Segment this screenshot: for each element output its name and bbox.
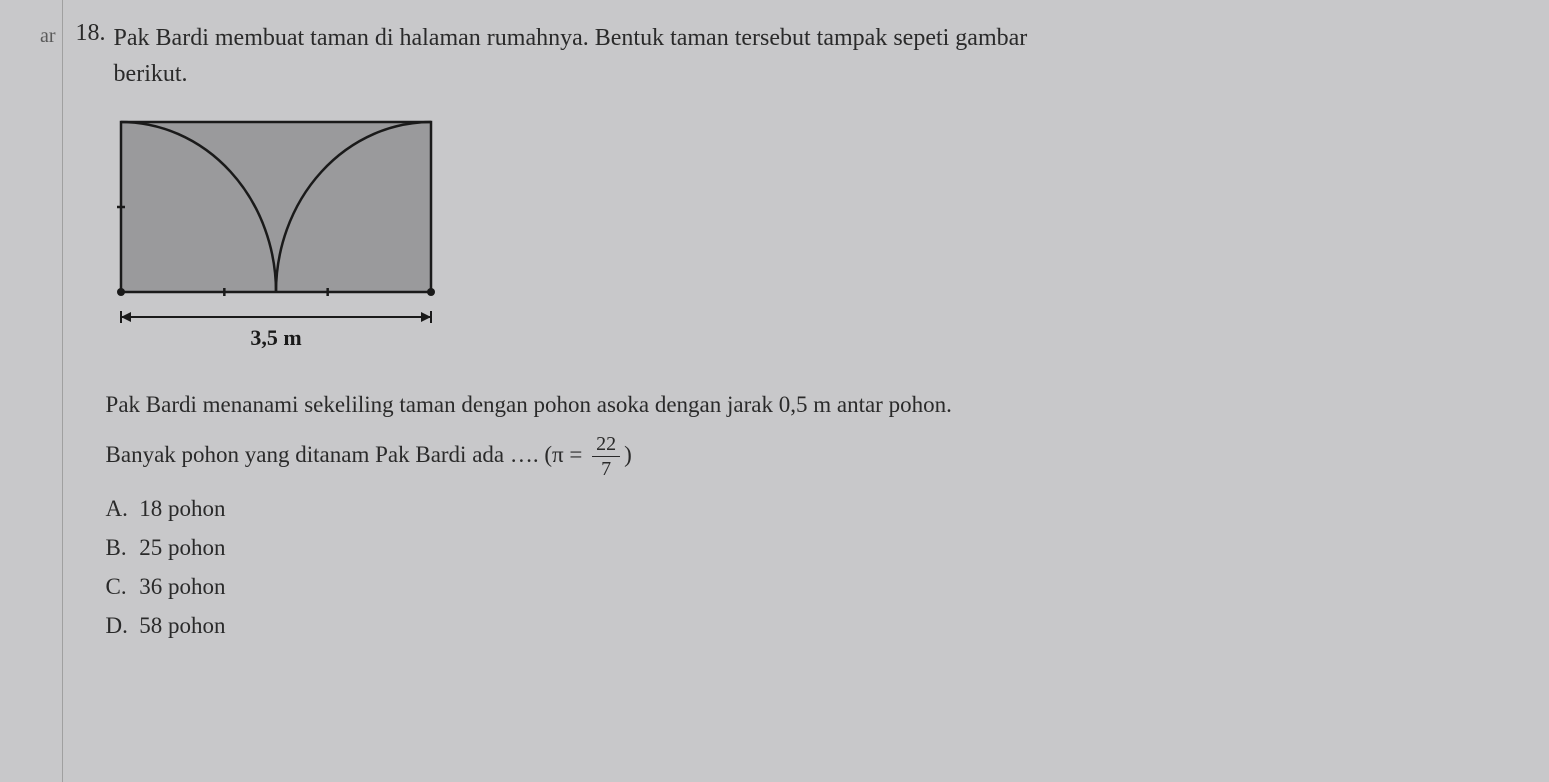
subtext2-prefix: Banyak pohon yang ditanam Pak Bardi ada … (106, 442, 589, 467)
question-subtext2: Banyak pohon yang ditanam Pak Bardi ada … (106, 434, 1509, 479)
option-letter: A. (106, 489, 134, 528)
garden-figure: 3,5 m (106, 107, 446, 367)
question-line1: Pak Bardi membuat taman di halaman rumah… (114, 25, 1028, 51)
question-subtext1: Pak Bardi menanami sekeliling taman deng… (106, 387, 1509, 424)
fraction-denominator: 7 (597, 457, 615, 479)
option-text: 58 pohon (139, 613, 225, 638)
options-list: A. 18 pohon B. 25 pohon C. 36 pohon D. 5… (106, 489, 1509, 645)
option-b: B. 25 pohon (106, 528, 1509, 567)
subtext2-suffix: ) (624, 442, 632, 467)
svg-text:3,5 m: 3,5 m (250, 325, 301, 350)
question-text: Pak Bardi membuat taman di halaman rumah… (114, 20, 1509, 92)
option-a: A. 18 pohon (106, 489, 1509, 528)
option-letter: B. (106, 528, 134, 567)
option-text: 36 pohon (139, 574, 225, 599)
page-container: ar 18. Pak Bardi membuat taman di halama… (40, 20, 1509, 645)
question-header: 18. Pak Bardi membuat taman di halaman r… (76, 20, 1509, 92)
option-text: 18 pohon (139, 496, 225, 521)
option-letter: D. (106, 606, 134, 645)
question-line2: berikut. (114, 61, 188, 87)
question-content: 18. Pak Bardi membuat taman di halaman r… (76, 20, 1509, 645)
question-number: 18. (76, 20, 106, 47)
pi-fraction: 227 (592, 434, 620, 479)
margin-label: ar (40, 25, 56, 48)
option-letter: C. (106, 567, 134, 606)
option-d: D. 58 pohon (106, 606, 1509, 645)
fraction-numerator: 22 (592, 434, 620, 457)
margin-divider (62, 0, 63, 782)
option-text: 25 pohon (139, 535, 225, 560)
option-c: C. 36 pohon (106, 567, 1509, 606)
figure-container: 3,5 m (106, 107, 1509, 367)
